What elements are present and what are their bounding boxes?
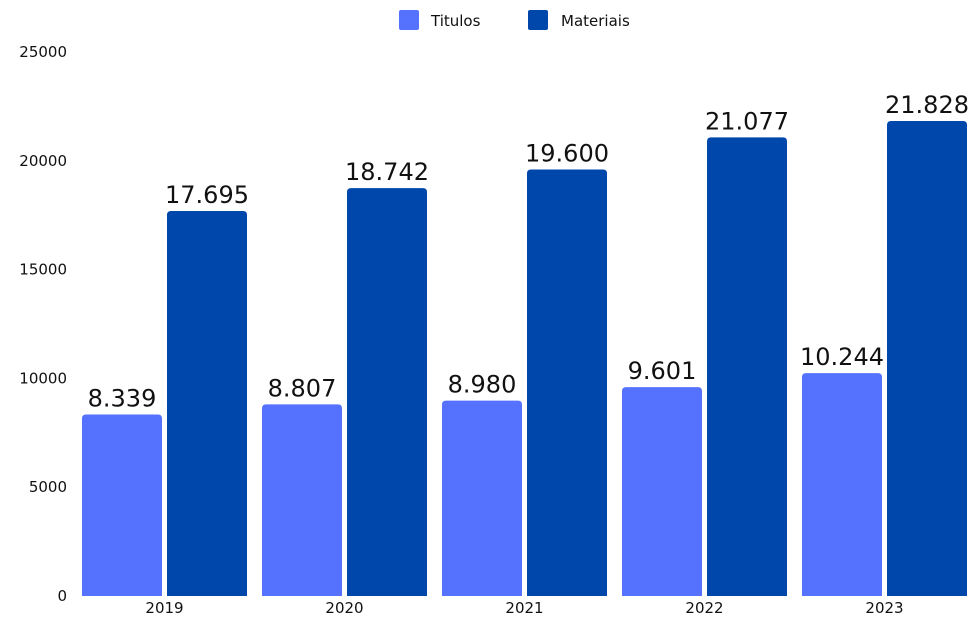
bar-titulos-2019 (82, 414, 162, 596)
bar-titulos-2021 (442, 400, 522, 596)
bar-titulos-2023 (802, 373, 882, 596)
bar-materiais-2020 (347, 188, 427, 597)
data-label-titulos-2020: 8.807 (268, 374, 337, 402)
y-tick-label: 15000 (19, 261, 67, 279)
bar-materiais-2019 (167, 210, 247, 597)
data-label-titulos-2022: 9.601 (628, 357, 697, 385)
data-label-materiais-2022: 21.077 (705, 107, 789, 135)
bar-materiais-2022 (707, 137, 787, 596)
x-tick-label-2022: 2022 (685, 599, 723, 617)
data-label-materiais-2020: 18.742 (345, 158, 429, 186)
y-tick-label: 5000 (29, 478, 67, 496)
legend-swatch-materiais (528, 10, 548, 30)
data-label-materiais-2019: 17.695 (165, 181, 249, 209)
legend-label-titulos: Titulos (430, 12, 481, 30)
data-label-titulos-2021: 8.980 (448, 371, 517, 399)
x-axis: 2019 2020 2021 2022 2023 (145, 599, 903, 617)
legend-swatch-titulos (399, 10, 419, 30)
y-tick-label: 20000 (19, 152, 67, 170)
bars (82, 121, 967, 597)
x-tick-label-2019: 2019 (145, 599, 183, 617)
data-label-titulos-2023: 10.244 (800, 343, 884, 371)
bar-materiais-2023 (887, 121, 967, 597)
bar-titulos-2022 (622, 387, 702, 596)
data-label-materiais-2023: 21.828 (885, 91, 968, 119)
y-tick-label: 25000 (19, 43, 67, 61)
bar-titulos-2020 (262, 404, 342, 596)
y-tick-label: 0 (57, 587, 67, 605)
y-tick-label: 10000 (19, 369, 67, 387)
data-label-materiais-2021: 19.600 (525, 140, 609, 168)
x-tick-label-2020: 2020 (325, 599, 363, 617)
x-tick-label-2023: 2023 (865, 599, 903, 617)
data-label-titulos-2019: 8.339 (88, 385, 157, 413)
legend: Titulos Materiais (399, 10, 630, 30)
legend-label-materiais: Materiais (561, 12, 630, 30)
x-tick-label-2021: 2021 (505, 599, 543, 617)
data-labels: 8.339 17.695 8.807 18.742 8.980 19.600 9.601 21… (88, 91, 968, 413)
y-axis: 0 5000 10000 15000 20000 25000 (19, 43, 67, 605)
bar-materiais-2021 (527, 169, 607, 596)
